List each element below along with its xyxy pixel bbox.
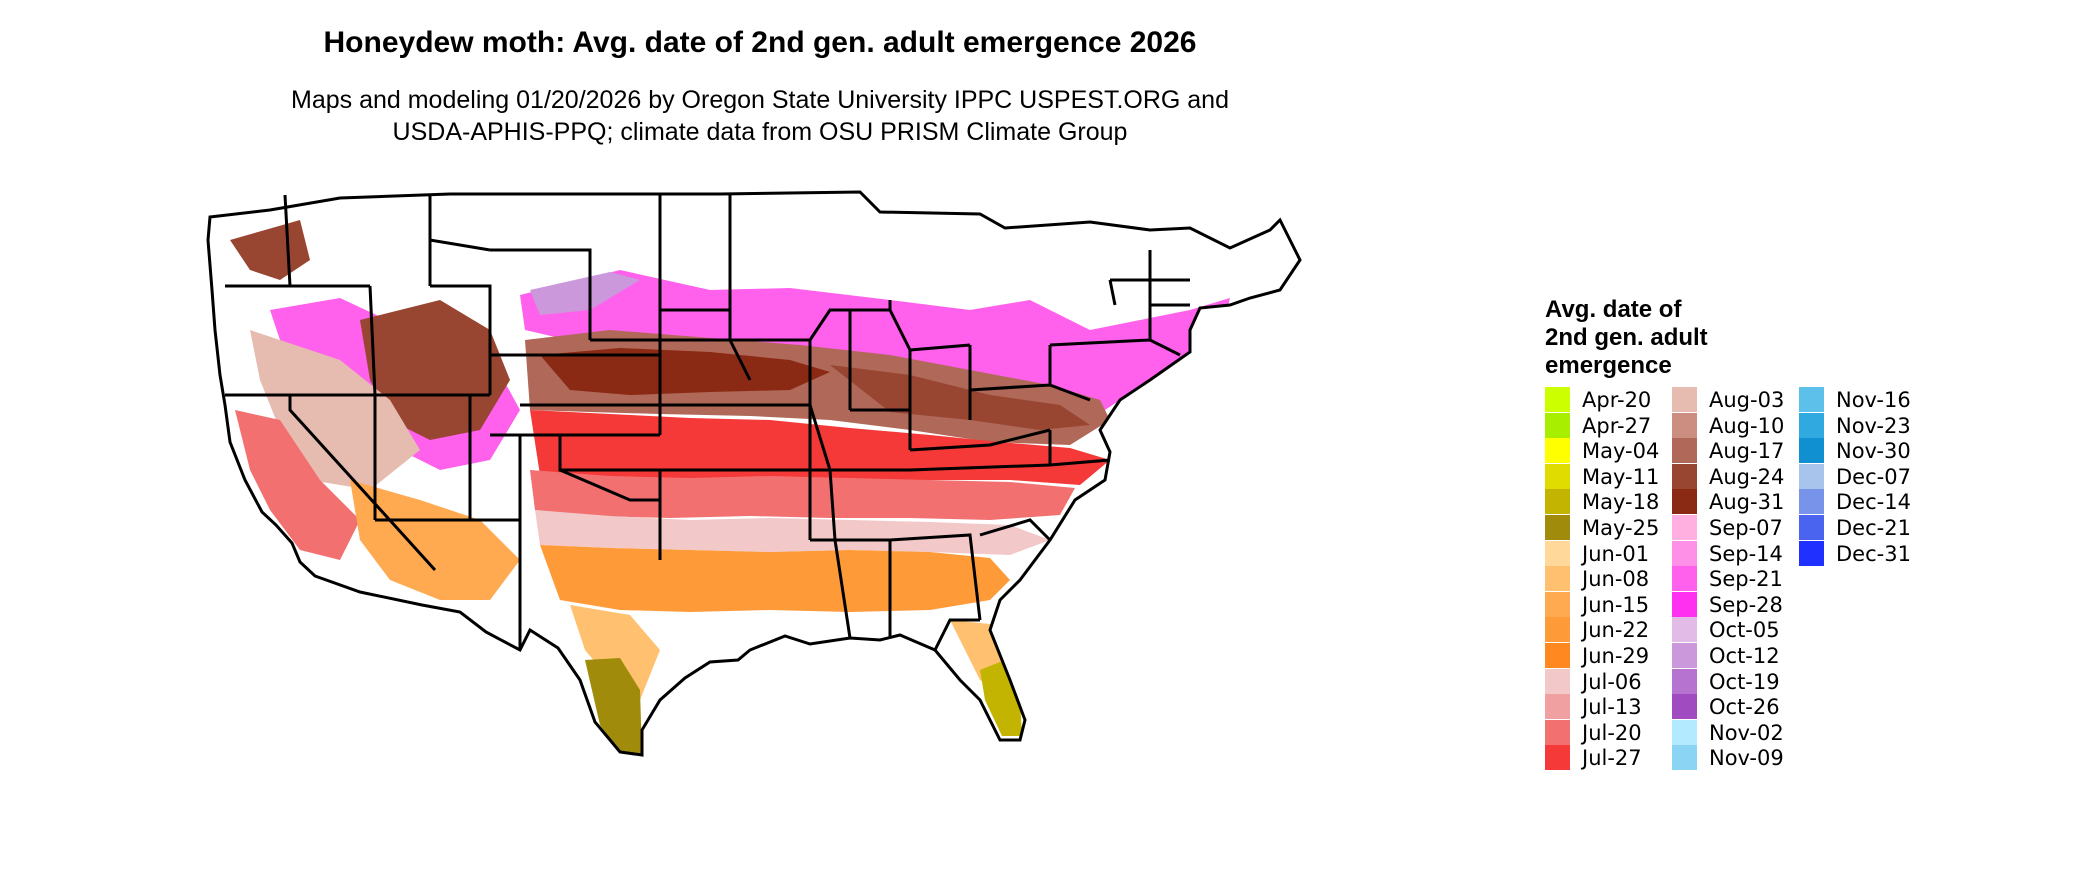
- legend-swatch: [1672, 438, 1697, 464]
- legend-swatch: [1672, 412, 1697, 438]
- legend-swatch: [1799, 438, 1824, 464]
- legend-label: May-11: [1582, 464, 1660, 489]
- legend-label: Oct-19: [1709, 669, 1780, 694]
- legend-swatch: [1545, 668, 1570, 694]
- legend-label: Aug-03: [1709, 388, 1785, 412]
- map-subtitle: Maps and modeling 01/20/2026 by Oregon S…: [0, 84, 1520, 148]
- zone-aug-dark: [540, 348, 830, 395]
- legend-swatch: [1672, 745, 1697, 771]
- legend-label: Nov-09: [1709, 746, 1784, 771]
- legend-swatch: [1672, 566, 1697, 592]
- legend-swatch: [1545, 643, 1570, 668]
- zone-aug-dark-east: [830, 365, 1090, 430]
- legend-swatch: [1799, 540, 1824, 566]
- legend-label: Aug-31: [1709, 490, 1785, 515]
- legend-label: Apr-27: [1582, 413, 1652, 438]
- legend-label: Jun-01: [1582, 541, 1650, 566]
- legend-label: Sep-14: [1709, 541, 1783, 566]
- legend-swatch: [1672, 489, 1697, 515]
- legend-label: Dec-31: [1836, 541, 1911, 566]
- legend-label: Nov-02: [1709, 720, 1784, 745]
- legend-label: Jul-20: [1582, 720, 1642, 745]
- legend-swatch: [1672, 643, 1697, 668]
- zone-jul-west: [235, 410, 360, 560]
- legend-swatch: [1545, 617, 1570, 643]
- legend-title-line-2: 2nd gen. adult: [1545, 324, 1708, 351]
- legend-swatch: [1799, 463, 1824, 489]
- legend-label: Sep-07: [1709, 516, 1783, 540]
- legend-swatch: [1799, 387, 1824, 412]
- legend-swatch: [1672, 617, 1697, 643]
- legend-title-line-3: emergence: [1545, 352, 1672, 379]
- zone-oct-north: [530, 272, 640, 315]
- legend-swatch: [1545, 515, 1570, 540]
- legend-swatch: [1672, 540, 1697, 566]
- subtitle-line-2: USDA-APHIS-PPQ; climate data from OSU PR…: [392, 118, 1128, 146]
- legend-label: Aug-17: [1709, 439, 1785, 464]
- legend-label: Dec-07: [1836, 464, 1911, 489]
- legend-label: Jun-15: [1582, 592, 1650, 617]
- legend-swatch: [1672, 591, 1697, 617]
- legend-label: Aug-10: [1709, 413, 1785, 438]
- map-title: Honeydew moth: Avg. date of 2nd gen. adu…: [323, 26, 1197, 59]
- legend-label: Jun-29: [1582, 644, 1650, 668]
- legend-label: Dec-21: [1836, 516, 1911, 540]
- legend-swatch: [1545, 489, 1570, 515]
- zone-jun-late: [540, 545, 1010, 612]
- legend-label: Oct-26: [1709, 695, 1780, 720]
- zone-jun-early: [570, 605, 660, 700]
- emergence-zones: [230, 220, 1230, 755]
- legend-label: Jul-27: [1582, 746, 1642, 771]
- zone-sep-oct: [520, 270, 1230, 420]
- legend-swatch: [1545, 745, 1570, 771]
- legend-swatch: [1545, 694, 1570, 720]
- legend-label: May-25: [1582, 516, 1660, 540]
- zone-jul-late: [530, 410, 1110, 485]
- legend-label: Jul-06: [1582, 669, 1642, 694]
- legend-swatch: [1672, 719, 1697, 745]
- legend-swatch: [1545, 412, 1570, 438]
- zone-jul-early: [535, 510, 1050, 555]
- legend-label: Sep-21: [1709, 567, 1783, 592]
- legend-label: May-18: [1582, 490, 1660, 515]
- legend-label: Jun-22: [1582, 618, 1650, 643]
- legend-label: Oct-05: [1709, 618, 1780, 643]
- legend-swatch: [1545, 438, 1570, 464]
- legend-swatch: [1672, 463, 1697, 489]
- legend-label: May-04: [1582, 439, 1660, 464]
- zone-jul-mid: [530, 470, 1075, 520]
- legend-swatch: [1545, 463, 1570, 489]
- state-borders: [206, 190, 1302, 757]
- zone-jun-mid: [350, 480, 520, 600]
- legend-swatch: [1545, 540, 1570, 566]
- legend-label: Sep-28: [1709, 592, 1783, 617]
- legend-label: Jul-13: [1582, 695, 1642, 720]
- legend-swatch: [1672, 668, 1697, 694]
- legend-label: Apr-20: [1582, 388, 1652, 412]
- legend-label: Nov-16: [1836, 388, 1911, 412]
- legend-swatch: [1799, 489, 1824, 515]
- legend-swatch: [1672, 515, 1697, 540]
- legend-label: Dec-14: [1836, 490, 1911, 515]
- legend-swatch: [1545, 719, 1570, 745]
- legend-swatch: [1672, 694, 1697, 720]
- legend-title-line-1: Avg. date of: [1545, 296, 1682, 323]
- legend-swatch: [1799, 412, 1824, 438]
- legend-label: Nov-23: [1836, 413, 1911, 438]
- us-emergence-map: [206, 190, 1302, 757]
- legend-swatch: [1799, 515, 1824, 540]
- zone-aug-southwest: [360, 300, 510, 440]
- subtitle-line-1: Maps and modeling 01/20/2026 by Oregon S…: [291, 86, 1229, 114]
- zone-may-tx: [585, 658, 642, 755]
- legend-swatch: [1545, 566, 1570, 592]
- legend-label: Nov-30: [1836, 439, 1911, 464]
- legend-swatch: [1672, 387, 1697, 412]
- legend-label: Jun-08: [1582, 567, 1650, 592]
- legend-title: Avg. date of 2nd gen. adult emergence: [1545, 296, 1795, 380]
- legend-label: Aug-24: [1709, 464, 1785, 489]
- legend-label: Oct-12: [1709, 644, 1780, 668]
- legend-swatch: [1545, 387, 1570, 412]
- legend-swatch: [1545, 591, 1570, 617]
